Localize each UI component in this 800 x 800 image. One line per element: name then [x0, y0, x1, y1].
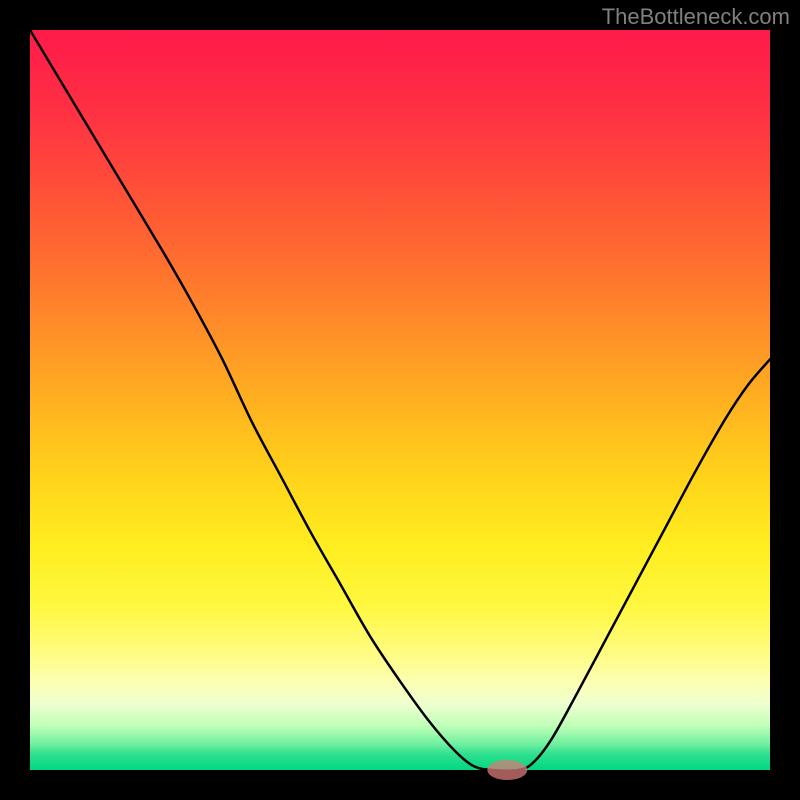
- watermark-text: TheBottleneck.com: [602, 4, 790, 30]
- bottleneck-chart: [0, 0, 800, 800]
- chart-container: { "watermark": { "text": "TheBottleneck.…: [0, 0, 800, 800]
- plot-background: [30, 30, 770, 770]
- optimal-marker: [487, 760, 527, 780]
